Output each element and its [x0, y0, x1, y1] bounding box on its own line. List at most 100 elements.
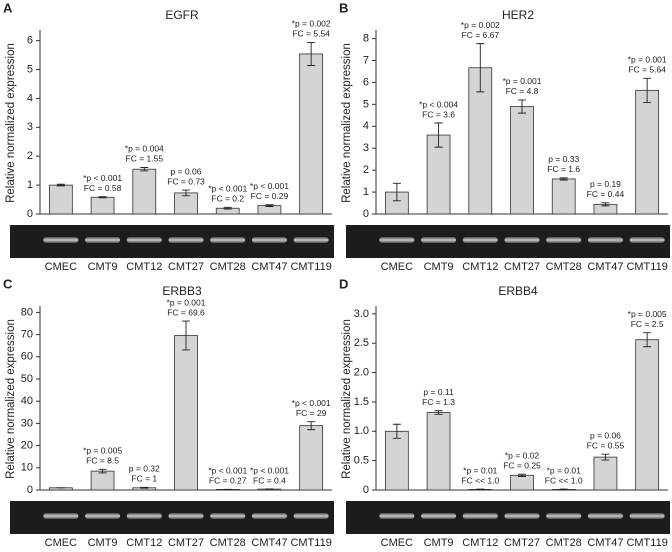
gel-band	[462, 237, 498, 243]
significance-label: FC = 0.4	[253, 475, 286, 485]
chart-title: EGFR	[165, 8, 199, 22]
error-bar	[476, 43, 485, 93]
error-bar	[601, 453, 610, 461]
y-axis-label: Relative normalized expression	[5, 43, 17, 203]
gel-band	[379, 513, 415, 519]
gel-band	[546, 237, 582, 243]
panel-letter: C	[3, 276, 13, 291]
error-bar	[392, 423, 401, 439]
gel-band	[587, 513, 623, 519]
error-bar	[643, 77, 652, 103]
significance-label: FC = 0.2	[211, 194, 244, 204]
y-tick-label: 1.0	[354, 425, 369, 437]
bar	[90, 196, 115, 215]
y-tick-label: 1.5	[354, 396, 369, 408]
y-tick-label: 3	[363, 142, 369, 154]
significance-label: FC = 1.6	[547, 164, 580, 174]
significance-label: *p < 0.001	[208, 466, 247, 476]
bar	[510, 106, 534, 215]
x-tick-label: CMEC	[45, 261, 77, 273]
y-axis-label: Relative normalized expression	[341, 319, 353, 479]
x-tick-label: CMT119	[290, 261, 331, 273]
y-tick-label: 3	[27, 121, 33, 133]
x-tick-label: CMT12	[462, 261, 498, 273]
y-tick-label: 0	[27, 484, 33, 496]
error-bar	[643, 332, 652, 348]
significance-label: *p = 0.01	[547, 465, 582, 475]
error-bar	[140, 486, 149, 489]
bar	[384, 430, 409, 491]
gel-band	[251, 513, 287, 519]
error-bar	[182, 320, 190, 351]
x-tick-label: CMT47	[251, 261, 287, 273]
bar	[593, 456, 618, 491]
gel-band	[168, 237, 204, 243]
error-bar	[98, 196, 107, 199]
y-tick-label: 4	[27, 92, 33, 104]
y-tick-label: 2.5	[354, 337, 369, 349]
x-tick-label: CMT119	[290, 537, 331, 549]
bar	[299, 425, 324, 491]
significance-label: FC << 1.0	[461, 475, 499, 485]
significance-label: FC = 1.55	[126, 154, 164, 164]
significance-label: *p = 0.002	[292, 19, 331, 29]
significance-label: *p = 0.005	[83, 446, 122, 456]
significance-label: FC << 1.0	[545, 475, 583, 485]
error-bar	[307, 41, 316, 66]
y-tick-label: 0	[27, 208, 33, 220]
y-tick-label: 0.5	[354, 455, 369, 467]
panel-letter: A	[3, 0, 13, 15]
y-tick-label: 20	[21, 440, 33, 452]
significance-label: FC = 29	[296, 408, 327, 418]
y-axis-label: Relative normalized expression	[5, 319, 17, 479]
significance-label: *p = 0.001	[503, 76, 542, 86]
x-tick-label: CMT28	[210, 537, 246, 549]
y-tick-label: 1	[363, 186, 369, 198]
y-tick-label: 8	[363, 32, 369, 44]
gel-band	[210, 237, 246, 243]
x-tick-label: CMEC	[381, 537, 413, 549]
bar	[174, 335, 198, 491]
error-bar	[56, 183, 65, 187]
y-tick-label: 10	[21, 462, 33, 474]
gel-band	[293, 513, 329, 519]
significance-label: *p = 0.004	[125, 144, 164, 154]
gel-band	[126, 513, 162, 519]
bar	[299, 53, 324, 215]
y-tick-label: 5	[363, 98, 369, 110]
gel-band	[251, 237, 287, 243]
significance-label: FC = 1	[131, 474, 157, 484]
error-bar	[140, 167, 149, 172]
significance-label: *p < 0.001	[208, 184, 247, 194]
y-tick-label: 2.0	[354, 366, 369, 378]
gel-band	[421, 237, 457, 243]
x-tick-label: CMT9	[88, 537, 118, 549]
significance-label: FC = 0.58	[84, 183, 122, 193]
error-bar	[476, 488, 485, 491]
x-tick-label: CMT12	[126, 261, 162, 273]
significance-label: FC = 0.25	[503, 460, 541, 470]
chart-title: HER2	[502, 8, 534, 22]
y-tick-label: 4	[363, 120, 369, 132]
gel-band	[629, 237, 665, 243]
gel-band	[504, 237, 540, 243]
significance-label: *p = 0.002	[461, 20, 500, 30]
significance-label: *p < 0.001	[83, 173, 122, 183]
significance-label: FC = 0.55	[587, 440, 625, 450]
y-tick-label: 70	[21, 329, 33, 341]
y-tick-label: 3.0	[354, 308, 369, 320]
y-tick-label: 60	[21, 351, 33, 363]
x-tick-label: CMT27	[168, 261, 204, 273]
significance-label: *p = 0.001	[167, 297, 206, 307]
significance-label: *p = 0.02	[505, 450, 540, 460]
significance-label: FC = 2.5	[631, 319, 664, 329]
y-axis-label: Relative normalized expression	[341, 43, 353, 203]
error-bar	[559, 177, 568, 181]
significance-label: *p = 0.005	[628, 309, 667, 319]
gel-band	[293, 237, 329, 243]
gel-band	[587, 237, 623, 243]
bar	[132, 168, 157, 215]
gel-band	[126, 237, 162, 243]
gel-band	[85, 237, 121, 243]
gel-band	[43, 513, 79, 519]
